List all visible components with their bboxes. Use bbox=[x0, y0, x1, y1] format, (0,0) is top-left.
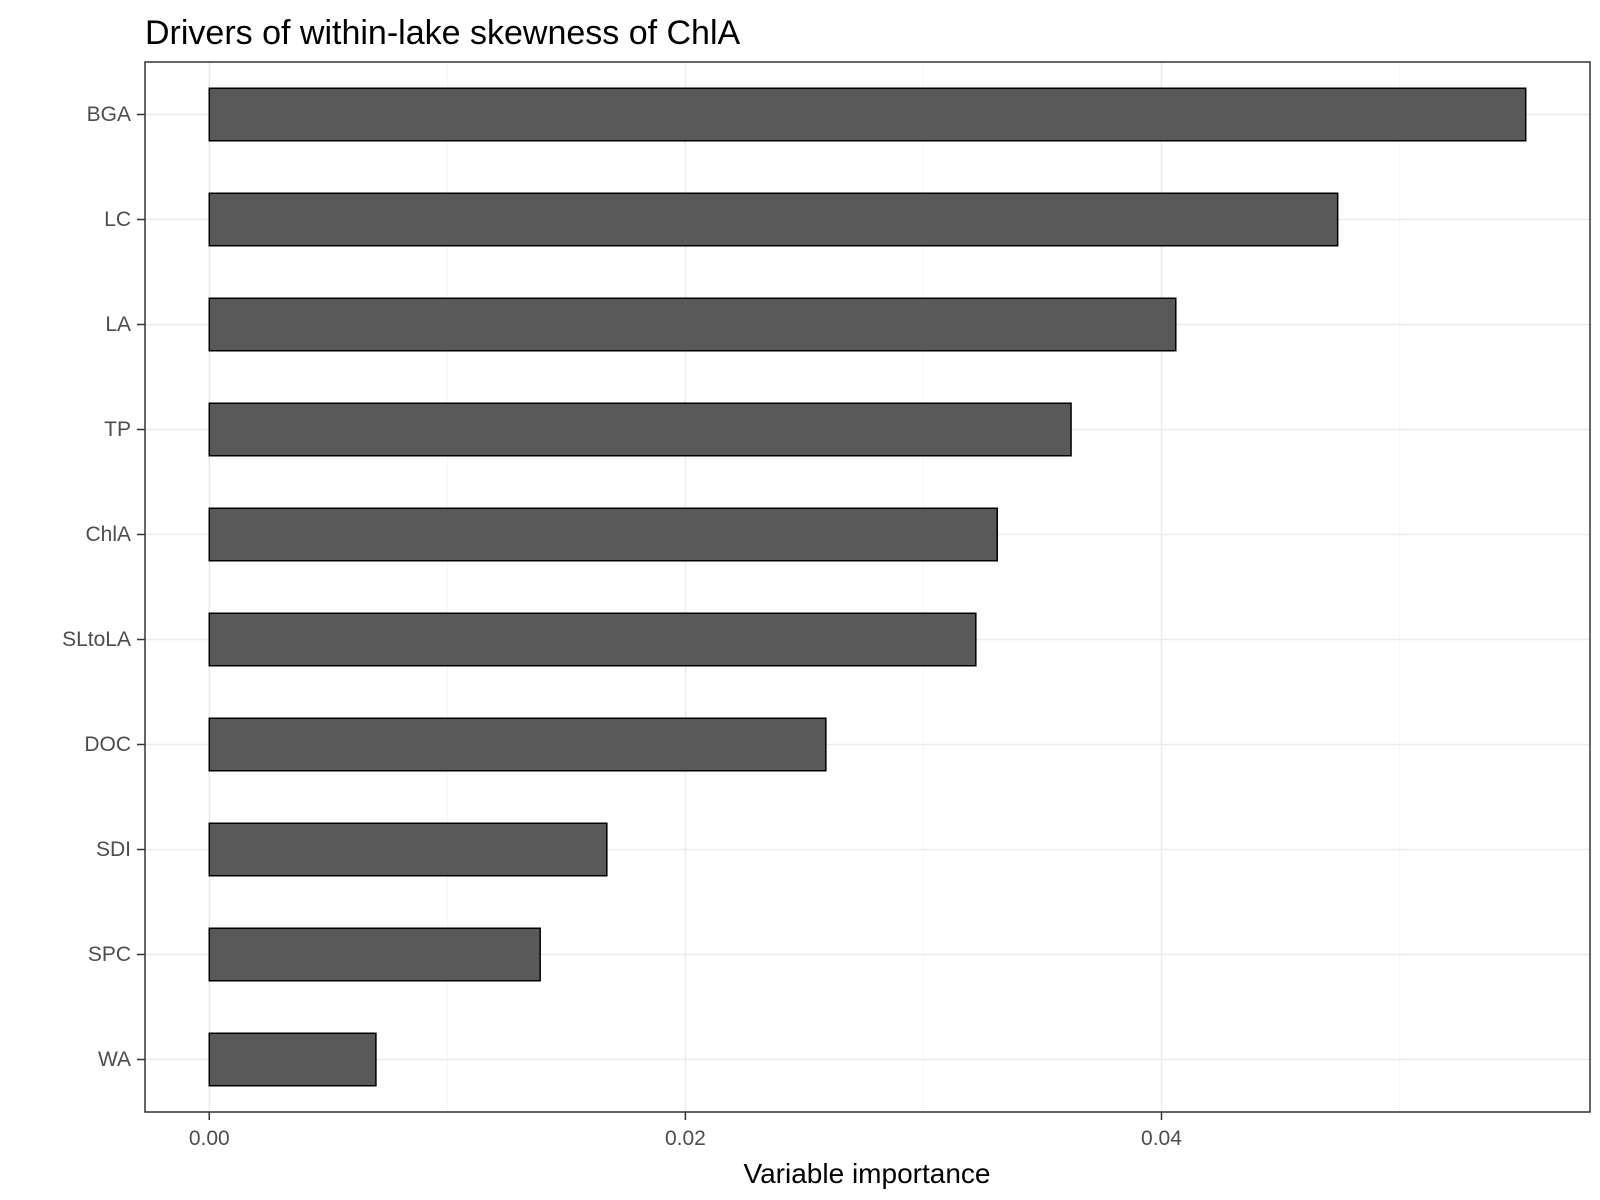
chart-title: Drivers of within-lake skewness of ChlA bbox=[145, 14, 741, 52]
x-tick-label: 0.02 bbox=[665, 1127, 706, 1150]
x-tick-label: 0.04 bbox=[1141, 1127, 1182, 1150]
y-tick-label-chla: ChlA bbox=[85, 523, 131, 546]
y-tick-label-bga: BGA bbox=[87, 103, 131, 126]
y-tick-label-sltola: SLtoLA bbox=[62, 628, 131, 651]
bar-chla bbox=[208, 507, 998, 562]
bar-spc bbox=[208, 927, 541, 982]
bar-tp bbox=[208, 402, 1072, 457]
y-tick-label-tp: TP bbox=[104, 418, 131, 441]
bar-wa bbox=[208, 1032, 377, 1087]
y-tick-label-spc: SPC bbox=[88, 943, 131, 966]
y-tick-label-doc: DOC bbox=[84, 733, 131, 756]
panel-border bbox=[144, 61, 1591, 1113]
bar-layer bbox=[208, 87, 1527, 1087]
axis-layer: BGA LC LA TP ChlA SLtoLA DOC SDI SPC WA 0.00 0.02 0.… bbox=[62, 103, 1182, 1150]
y-tick-label-la: LA bbox=[105, 313, 131, 336]
bar-lc bbox=[208, 192, 1339, 247]
x-axis-title: Variable importance bbox=[744, 1158, 991, 1189]
bar-la bbox=[208, 297, 1177, 352]
y-tick-label-wa: WA bbox=[98, 1048, 131, 1071]
bar-doc bbox=[208, 717, 827, 772]
y-tick-label-lc: LC bbox=[104, 208, 131, 231]
x-tick-label: 0.00 bbox=[189, 1127, 230, 1150]
bar-bga bbox=[208, 87, 1527, 142]
bar-sltola bbox=[208, 612, 977, 667]
bar-sdi bbox=[208, 822, 608, 877]
y-tick-label-sdi: SDI bbox=[96, 838, 131, 861]
